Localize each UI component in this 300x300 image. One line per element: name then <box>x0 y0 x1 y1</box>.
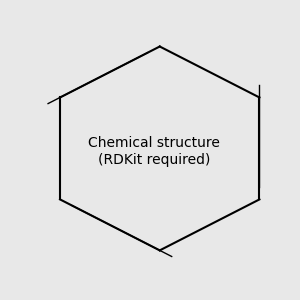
Text: Chemical structure
(RDKit required): Chemical structure (RDKit required) <box>88 136 220 166</box>
